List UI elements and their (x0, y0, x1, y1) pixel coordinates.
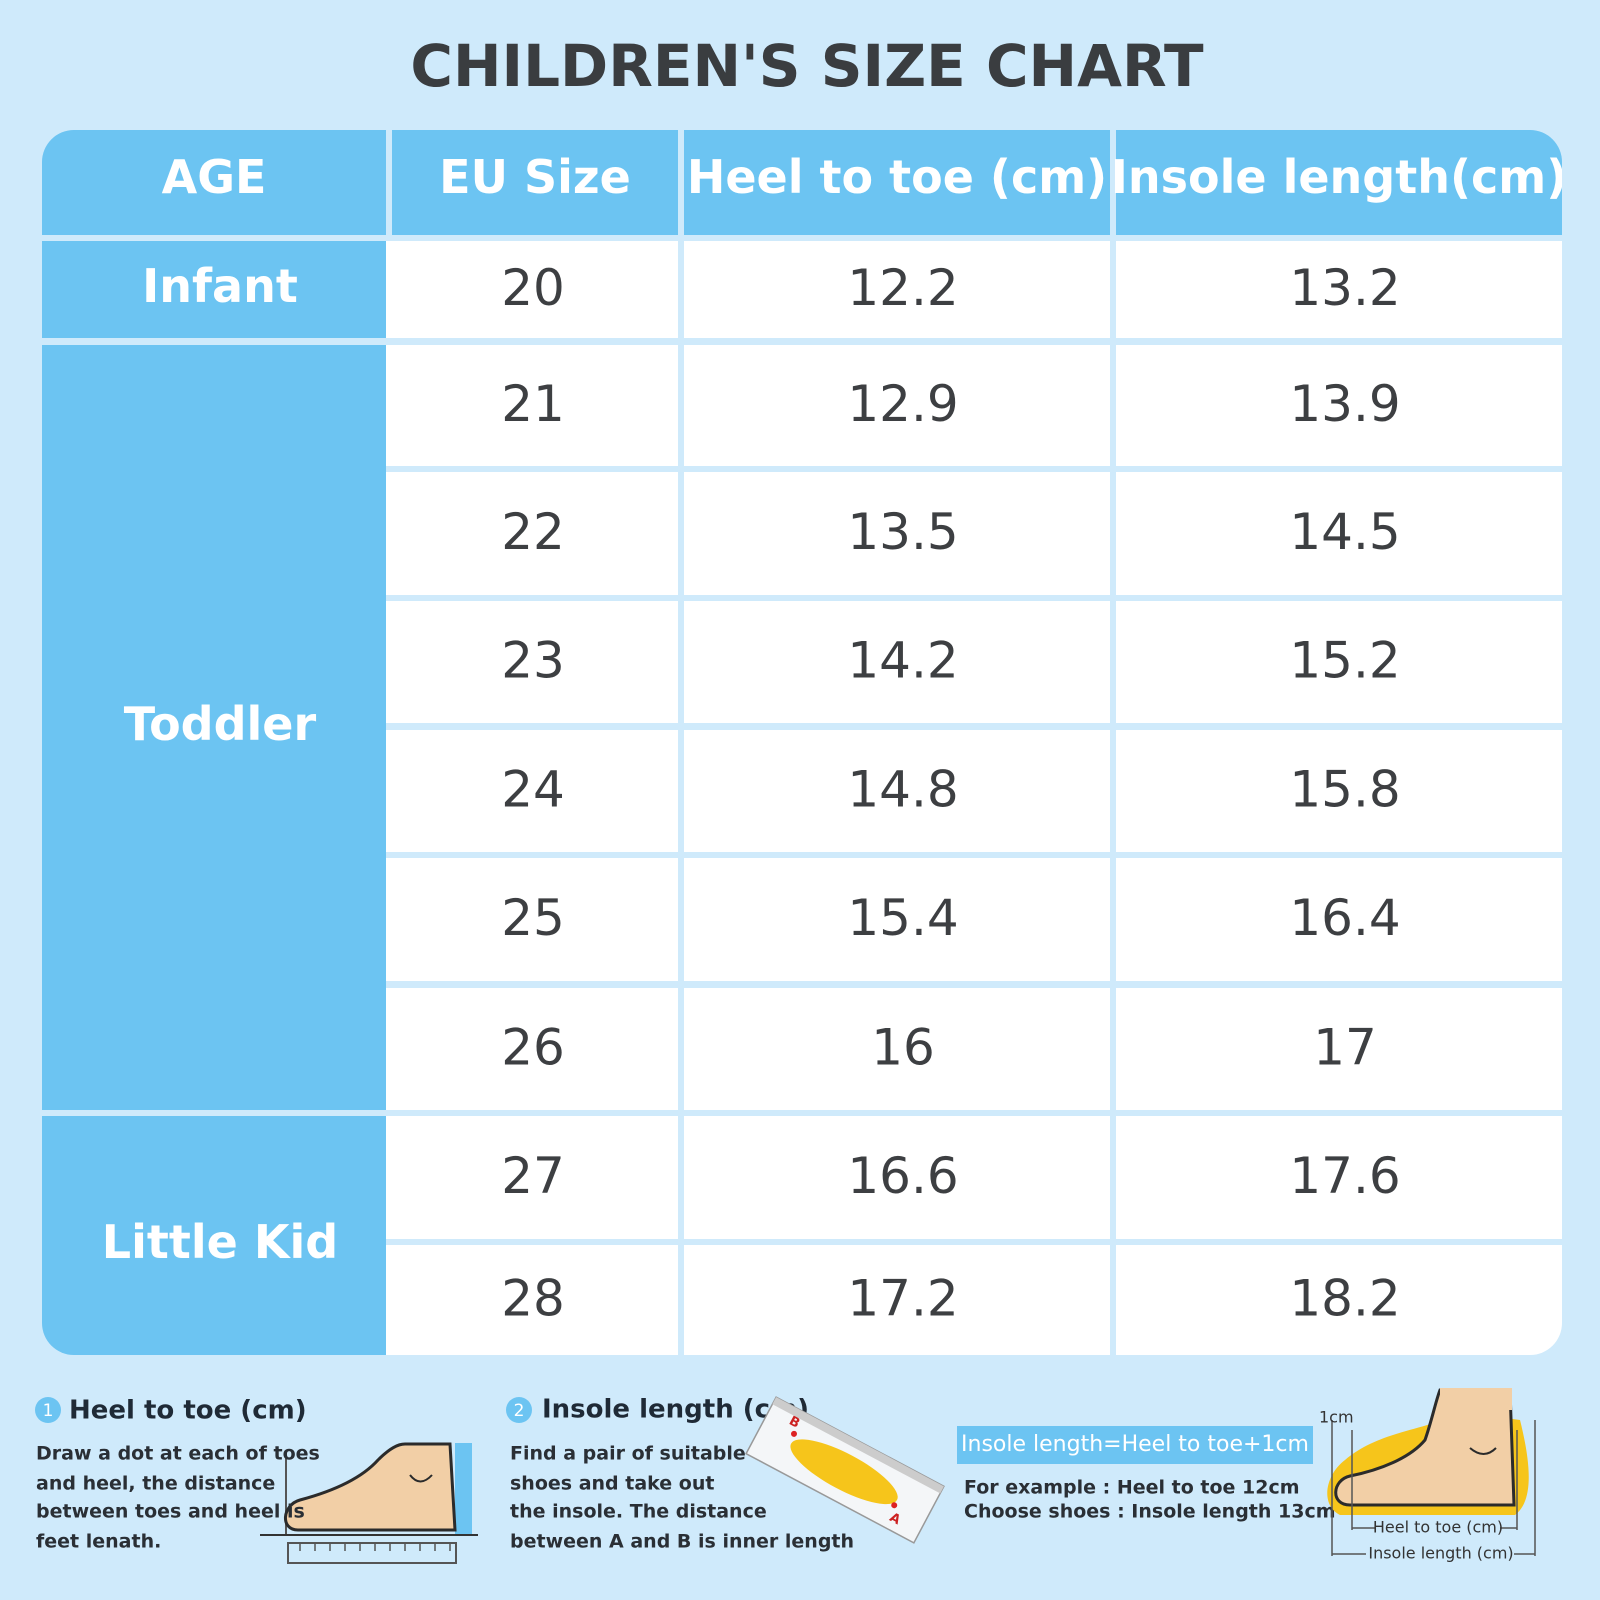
data-cell (386, 988, 678, 1110)
note-line: Draw a dot at each of toes (36, 1443, 320, 1465)
data-cell (386, 345, 678, 466)
age-cell (42, 345, 386, 1110)
note-line: between toes and heel is (36, 1501, 305, 1523)
header-cell (1116, 130, 1562, 235)
cell-value: 17.6 (1289, 1147, 1400, 1205)
example-line: Choose shoes : Insole length 13cm (964, 1501, 1336, 1523)
foot-illustration (260, 1442, 478, 1564)
data-cell (1116, 1116, 1562, 1239)
note-line: and heel, the distance (36, 1473, 275, 1495)
header-cell (392, 130, 678, 235)
badge (506, 1397, 532, 1423)
data-cell (386, 1116, 678, 1239)
note-title: Heel to toe (cm) (69, 1396, 307, 1426)
data-cell (1116, 241, 1562, 338)
age-cell (42, 1116, 386, 1355)
cell-value: 15.2 (1289, 632, 1400, 690)
cell-value: 14.8 (847, 761, 958, 819)
data-cell (386, 858, 678, 981)
data-cell (1116, 730, 1562, 852)
data-cell (1116, 345, 1562, 466)
data-cell (684, 345, 1110, 466)
header-text: Insole length(cm) (1111, 150, 1567, 204)
age-label: Little Kid (102, 1215, 338, 1269)
age-label: Toddler (124, 697, 317, 751)
table: AGE EU Size Heel to toe (cm) Insole length(… (42, 130, 1567, 1355)
data-cell (684, 1116, 1110, 1239)
note-line: feet lenath. (36, 1531, 161, 1553)
diagram-label: Heel to toe (cm) (1373, 1518, 1503, 1537)
cell-value: 13.9 (1289, 375, 1400, 433)
cell-value: 13.5 (847, 503, 958, 561)
age-label: Infant (142, 259, 298, 313)
cell-value: 18.2 (1289, 1270, 1400, 1328)
data-cell (386, 241, 678, 338)
cell-value: 22 (501, 503, 565, 561)
cell-value: 16 (871, 1019, 935, 1077)
example-line: For example : Heel to toe 12cm (964, 1477, 1300, 1499)
cell-value: 14.5 (1289, 503, 1400, 561)
insole-illustration: B A (745, 1396, 945, 1544)
header-text: Heel to toe (cm) (687, 150, 1107, 204)
cell-value: 12.2 (847, 259, 958, 317)
header-cell (42, 130, 386, 235)
age-cell (42, 241, 386, 338)
cell-value: 14.2 (847, 632, 958, 690)
data-cell (386, 730, 678, 852)
data-cell (1116, 858, 1562, 981)
cell-value: 23 (501, 632, 565, 690)
data-cell (684, 858, 1110, 981)
diagram-label: Insole length (cm) (1368, 1544, 1513, 1563)
data-cell (386, 1245, 678, 1355)
cell-value: 16.6 (847, 1147, 958, 1205)
cell-value: 24 (501, 761, 565, 819)
data-cell (684, 988, 1110, 1110)
data-cell (1116, 1245, 1562, 1355)
cell-value: 13.2 (1289, 259, 1400, 317)
data-cell (684, 601, 1110, 723)
title: CHILDREN'S SIZE CHART (410, 32, 1204, 100)
cell-value: 20 (501, 259, 565, 317)
cell-value: 17 (1313, 1019, 1377, 1077)
notes: Draw a dot at each of toes and heel, the … (36, 1443, 854, 1553)
formula: Insole length=Heel to toe+1cm (961, 1432, 1309, 1457)
diagram-label: 1cm (1319, 1408, 1354, 1427)
note-line: Find a pair of suitable (510, 1443, 746, 1465)
data-cell (1116, 472, 1562, 595)
cell-value: 12.9 (847, 375, 958, 433)
data-cell (386, 601, 678, 723)
data-cell (684, 1245, 1110, 1355)
data-cell (1116, 601, 1562, 723)
cell-value: 15.4 (847, 889, 958, 947)
cell-value: 15.8 (1289, 761, 1400, 819)
header-cell (684, 130, 1110, 235)
cell-value: 25 (501, 889, 565, 947)
note-line: between A and B is inner length (510, 1531, 854, 1553)
data-cell (684, 472, 1110, 595)
note-line: the insole. The distance (510, 1501, 767, 1523)
header-text: EU Size (439, 150, 631, 204)
cell-value: 26 (501, 1019, 565, 1077)
shoe-diagram (1327, 1388, 1536, 1556)
badge-number: 2 (514, 1401, 525, 1421)
cell-value: 17.2 (847, 1270, 958, 1328)
data-cell (386, 472, 678, 595)
cell-value: 28 (501, 1270, 565, 1328)
data-cell (1116, 988, 1562, 1110)
badge (35, 1397, 61, 1423)
cell-value: 27 (501, 1147, 565, 1205)
note-line: shoes and take out (510, 1473, 714, 1495)
header-text: AGE (162, 150, 267, 204)
badge-number: 1 (43, 1401, 54, 1421)
data-cell (684, 241, 1110, 338)
data-cell (684, 730, 1110, 852)
cell-value: 21 (501, 375, 565, 433)
cell-value: 16.4 (1289, 889, 1400, 947)
formula-box (957, 1426, 1313, 1464)
